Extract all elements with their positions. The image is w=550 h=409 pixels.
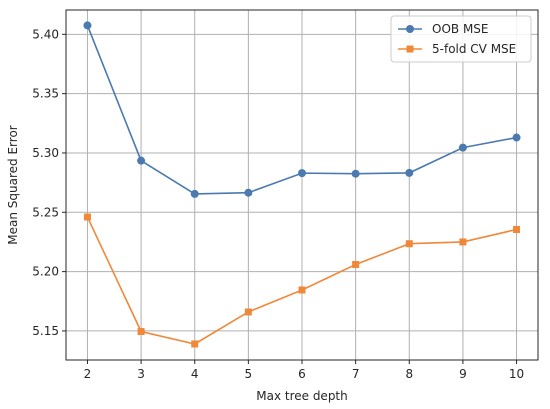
series-1 <box>83 21 521 198</box>
y-tick-label: 5.20 <box>32 265 59 279</box>
data-point <box>351 169 360 178</box>
legend: OOB MSE 5-fold CV MSE <box>390 15 532 63</box>
data-point <box>244 188 253 197</box>
y-axis-label: Mean Squared Error <box>6 125 20 245</box>
data-point <box>137 328 145 336</box>
legend-label: OOB MSE <box>432 22 489 36</box>
legend-marker <box>406 25 414 33</box>
x-tick-label: 8 <box>405 367 413 381</box>
data-point <box>512 133 521 142</box>
data-point <box>244 308 252 316</box>
data-point <box>405 168 414 177</box>
x-tick-label: 7 <box>352 367 360 381</box>
data-point <box>459 238 467 246</box>
x-tick-label: 3 <box>137 367 145 381</box>
series-group <box>83 21 521 348</box>
legend-label: 5-fold CV MSE <box>432 42 516 56</box>
x-tick-label: 9 <box>459 367 467 381</box>
x-tick-label: 6 <box>298 367 306 381</box>
legend-item: 5-fold CV MSE <box>398 42 516 56</box>
data-point <box>190 189 199 198</box>
ticks: 2 3 4 5 6 7 8 9 10 5.15 5.20 5.25 5.30 5.35 5.40 <box>32 27 524 381</box>
data-point <box>405 240 413 248</box>
data-point <box>298 169 306 178</box>
y-tick-label: 5.25 <box>32 205 59 219</box>
data-point <box>191 340 199 348</box>
data-point <box>513 225 521 233</box>
legend-marker <box>406 45 414 53</box>
data-point <box>352 260 360 268</box>
x-tick-label: 10 <box>509 367 524 381</box>
data-point <box>83 213 91 221</box>
legend-box <box>390 15 532 63</box>
data-point <box>83 21 92 30</box>
y-tick-label: 5.30 <box>32 146 59 160</box>
data-point <box>137 156 146 165</box>
series-2 <box>83 213 521 348</box>
x-tick-label: 4 <box>191 367 199 381</box>
data-point <box>298 286 306 294</box>
grid <box>66 10 538 360</box>
y-tick-label: 5.15 <box>32 324 59 338</box>
x-tick-label: 5 <box>245 367 253 381</box>
y-tick-label: 5.35 <box>32 87 59 101</box>
legend-item: OOB MSE <box>398 22 489 36</box>
x-tick-label: 2 <box>84 367 92 381</box>
x-axis-label: Max tree depth <box>256 389 348 403</box>
data-point <box>458 143 467 152</box>
y-tick-label: 5.40 <box>32 27 59 41</box>
